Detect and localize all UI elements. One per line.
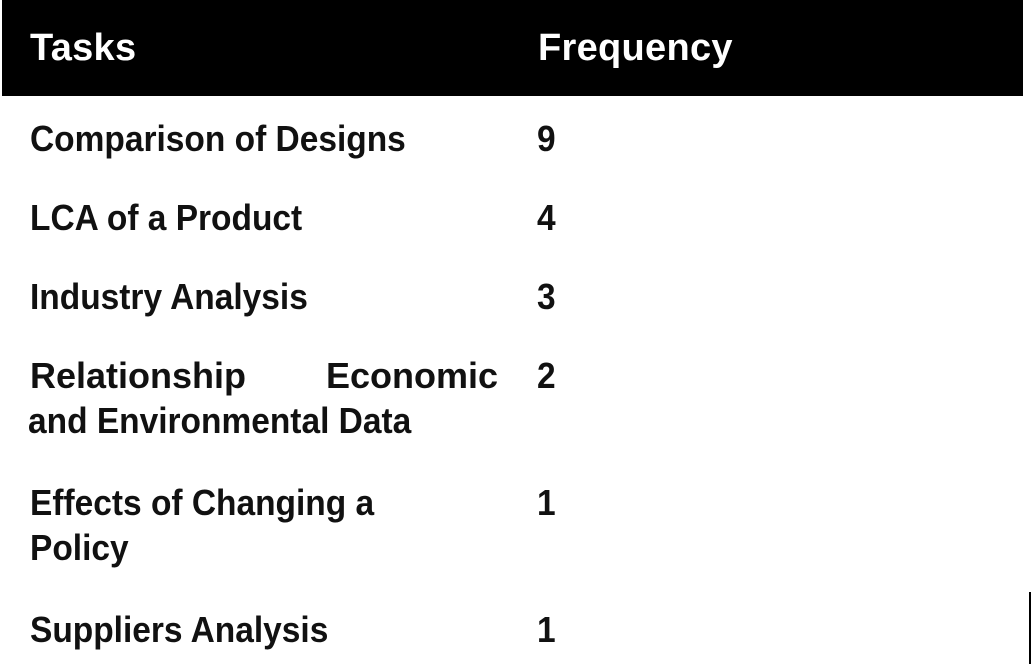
frequency-cell: 4 xyxy=(537,197,556,238)
frequency-cell: 1 xyxy=(537,609,556,650)
column-header-tasks: Tasks xyxy=(30,27,137,69)
table-header: Tasks Frequency xyxy=(2,0,1023,96)
column-header-frequency: Frequency xyxy=(538,27,733,69)
frequency-cell: 2 xyxy=(537,355,556,396)
task-cell: Suppliers Analysis xyxy=(30,609,329,650)
task-cell: Effects of Changing a Policy xyxy=(30,480,465,570)
frequency-cell: 1 xyxy=(537,482,556,523)
task-cell: Comparison of Designs xyxy=(30,118,406,159)
task-cell: Relationship Economic and Environmental … xyxy=(28,353,530,443)
task-cell: Industry Analysis xyxy=(30,276,308,317)
task-cell-line: Relationship Economic xyxy=(30,355,498,396)
frequency-cell: 3 xyxy=(537,276,556,317)
task-cell-line: Effects of Changing a xyxy=(30,482,375,523)
frequency-cell: 9 xyxy=(537,118,556,159)
task-cell-line: Policy xyxy=(30,527,129,568)
edge-divider xyxy=(1029,592,1031,664)
task-cell-line: and Environmental Data xyxy=(28,400,412,441)
task-cell: LCA of a Product xyxy=(30,197,303,238)
